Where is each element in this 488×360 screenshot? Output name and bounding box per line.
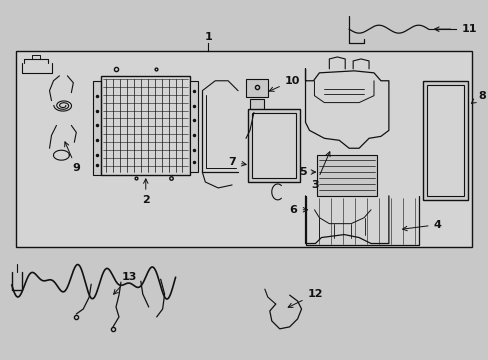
Text: 10: 10	[269, 76, 300, 91]
Bar	[422, 81, 468, 200]
Bar	[251, 113, 295, 178]
Bar	[426, 85, 463, 196]
Bar	[247, 109, 299, 182]
Text: 4: 4	[402, 220, 441, 231]
Text: 8: 8	[470, 91, 485, 103]
Bar	[190, 81, 198, 172]
Bar	[101, 76, 190, 175]
Text: 9: 9	[64, 142, 80, 173]
Text: 11: 11	[460, 24, 476, 34]
Text: 3: 3	[311, 152, 329, 190]
Text: 1: 1	[204, 32, 212, 42]
Text: 2: 2	[142, 179, 149, 205]
Bar	[93, 81, 101, 175]
Bar	[317, 155, 376, 196]
Text: 7: 7	[228, 157, 245, 167]
Bar	[249, 99, 264, 113]
Text: 13: 13	[113, 272, 136, 294]
Text: 12: 12	[287, 289, 323, 307]
Bar	[245, 79, 267, 96]
Bar	[16, 51, 471, 247]
Text: 5: 5	[298, 167, 315, 177]
Text: 6: 6	[289, 205, 307, 215]
